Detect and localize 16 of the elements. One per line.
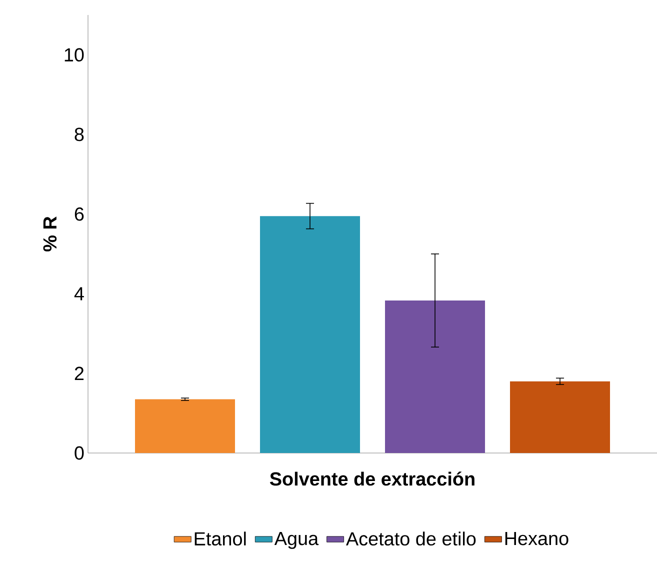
y-tick-label: 4: [74, 287, 84, 300]
legend-label: Hexano: [505, 532, 568, 546]
y-tick-label: 2: [74, 366, 84, 380]
bar: [385, 300, 486, 453]
y-tick-label: 10: [64, 48, 84, 62]
bar: [510, 381, 610, 453]
x-axis-title: Solvente de extracción: [270, 472, 474, 486]
legend-label: Etanol: [194, 532, 246, 546]
bar: [260, 216, 360, 453]
y-tick-label: 6: [74, 207, 84, 221]
y-axis-title: % R: [43, 216, 57, 252]
legend-label: Agua: [274, 532, 319, 549]
y-tick-label: 8: [74, 128, 84, 142]
legend-label: Acetato de etilo: [346, 532, 476, 546]
y-tick-label: 0: [74, 446, 84, 460]
bar: [135, 399, 236, 453]
